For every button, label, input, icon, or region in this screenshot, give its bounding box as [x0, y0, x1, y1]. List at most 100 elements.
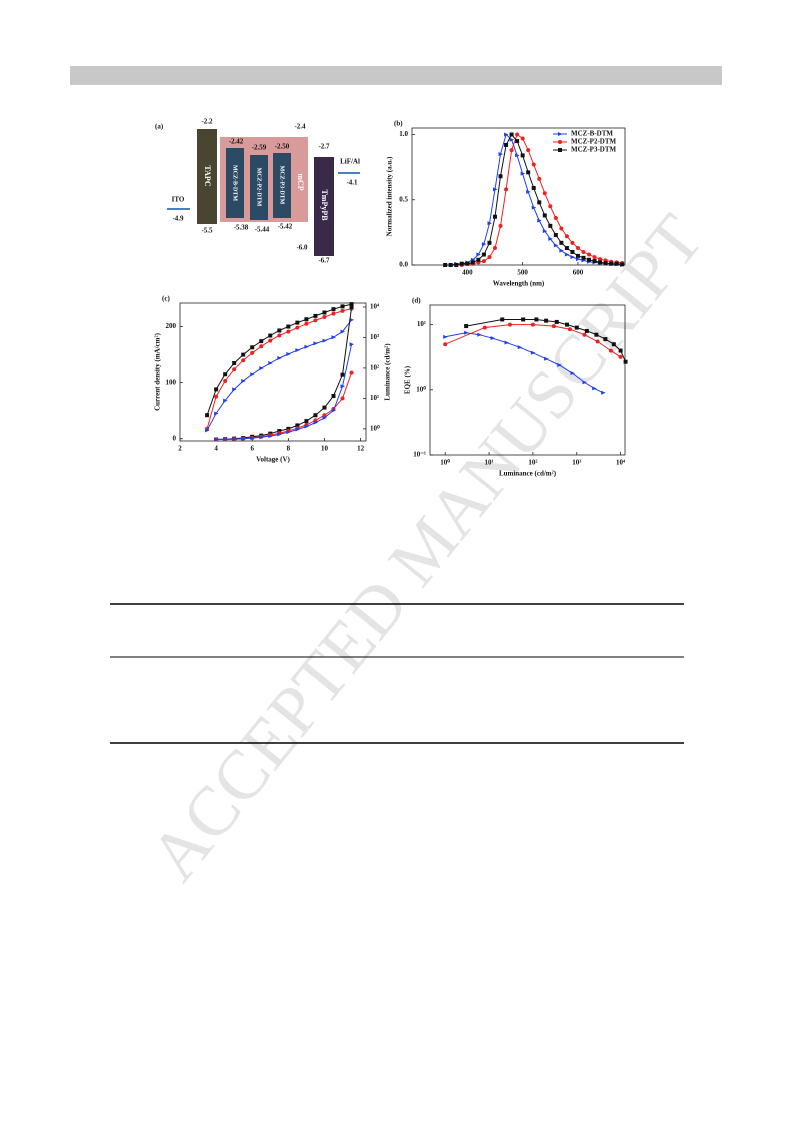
series-line [445, 133, 623, 266]
data-point [492, 246, 497, 251]
y-tick-label: 10⁻¹ [413, 451, 426, 459]
panel-label: (c) [162, 295, 170, 303]
data-point [223, 437, 228, 442]
x-tick-label: 500 [517, 269, 528, 277]
data-point [295, 325, 300, 330]
data-point [482, 325, 487, 330]
x-axis-label: Luminance (cd/m²) [499, 470, 557, 478]
data-point [331, 335, 336, 340]
data-point [498, 223, 503, 228]
data-point [520, 153, 525, 158]
data-point [241, 358, 246, 363]
data-point [286, 329, 291, 334]
data-point [530, 322, 535, 327]
homo-label: -5.42 [278, 223, 293, 231]
y-tick-label: 200 [166, 322, 177, 330]
data-point [504, 340, 510, 345]
data-point [286, 430, 291, 435]
data-point [509, 137, 515, 142]
panel-label: (d) [412, 297, 421, 305]
data-point [570, 371, 576, 376]
data-point [551, 324, 556, 329]
data-point [481, 252, 486, 257]
data-point [575, 253, 580, 258]
level-label: -4.1 [346, 179, 358, 187]
data-point [295, 423, 300, 428]
data-point [526, 148, 531, 153]
data-point [504, 132, 509, 137]
data-point [304, 424, 309, 429]
data-point [570, 249, 575, 254]
data-point [286, 324, 291, 329]
data-point [575, 246, 580, 251]
data-point [322, 405, 327, 410]
data-point [259, 366, 264, 371]
x-tick-label: 600 [573, 269, 584, 277]
x-tick-label: 10⁰ [440, 459, 450, 467]
legend-marker [558, 140, 562, 144]
data-point [214, 411, 219, 416]
data-point [470, 260, 475, 265]
data-point [603, 261, 608, 266]
data-point [620, 262, 625, 267]
data-point [241, 436, 246, 441]
data-point [295, 320, 300, 325]
lumo-label: -2.42 [229, 138, 244, 146]
y-tick-label: 0.5 [399, 195, 408, 203]
data-point [259, 339, 264, 344]
data-point [507, 322, 512, 327]
y-tick-label: 100 [166, 378, 177, 386]
data-point [268, 361, 273, 366]
x-tick-label: 8 [287, 445, 291, 453]
series-line [445, 133, 623, 266]
data-point [582, 332, 587, 337]
data-point [223, 398, 228, 403]
data-point [581, 255, 586, 260]
y-tick-label: 0 [173, 434, 177, 442]
data-point [304, 419, 309, 424]
data-point [331, 393, 336, 398]
data-point [277, 333, 282, 338]
lumo-label: -2.50 [275, 143, 290, 151]
data-point [205, 413, 210, 418]
layer-name: mCP [296, 173, 305, 190]
data-point [548, 236, 553, 241]
series-line [445, 324, 621, 358]
data-point [349, 370, 354, 375]
data-point [295, 348, 300, 353]
data-point [476, 257, 481, 262]
data-point [331, 408, 336, 413]
data-point [564, 234, 569, 239]
panel-label: (a) [155, 123, 164, 131]
data-point [544, 318, 549, 323]
data-point [223, 372, 228, 377]
data-point [232, 367, 237, 372]
data-point [504, 142, 509, 147]
legend-marker [558, 148, 562, 152]
data-point [592, 386, 597, 391]
data-point [594, 332, 599, 337]
layer-name: MCZ-P3-DTM [279, 166, 285, 205]
x-tick-label: 2 [178, 445, 182, 453]
y2-tick-label: 10² [370, 364, 379, 372]
y2-tick-label: 10¹ [370, 394, 379, 402]
data-point [492, 187, 498, 192]
data-point [487, 221, 492, 226]
data-point [559, 248, 564, 253]
data-point [517, 345, 523, 350]
data-point [476, 252, 481, 257]
data-point [592, 259, 597, 264]
data-point [313, 341, 318, 346]
data-point [618, 354, 623, 359]
x-tick-label: 6 [250, 445, 254, 453]
series-line [216, 344, 353, 440]
data-point [454, 263, 459, 267]
data-point [250, 345, 255, 350]
data-point [559, 226, 564, 231]
legend-label: MCZ-P2-DTM [571, 138, 616, 146]
data-point [214, 387, 219, 392]
data-point [313, 313, 318, 318]
data-point [587, 257, 592, 262]
homo-label: -5.5 [201, 227, 213, 235]
